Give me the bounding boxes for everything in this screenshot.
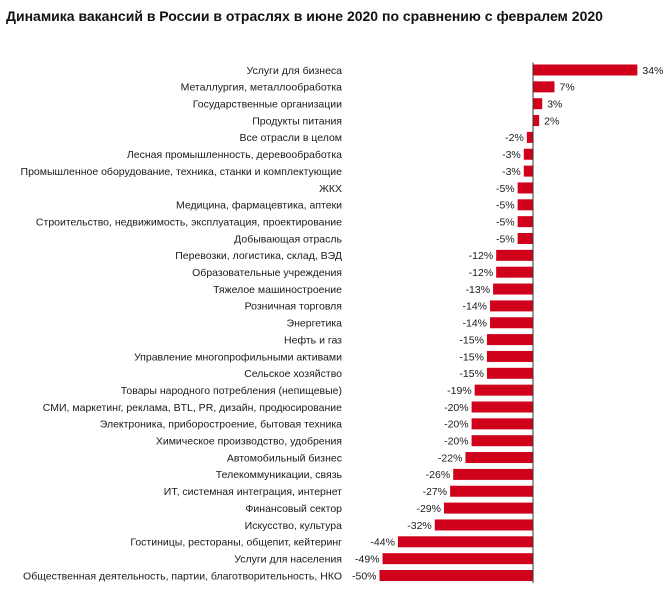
value-label: -20%: [444, 419, 469, 431]
bar: [471, 418, 533, 430]
value-label: -50%: [352, 570, 377, 582]
category-label: Медицина, фармацевтика, аптеки: [176, 200, 342, 212]
category-label: Товары народного потребления (непищевые): [121, 385, 342, 397]
value-label: -49%: [355, 553, 380, 565]
category-label: Государственные организации: [193, 99, 342, 111]
bar: [382, 553, 533, 565]
bar: [465, 452, 533, 464]
value-label: -5%: [496, 233, 515, 245]
bar: [474, 384, 533, 396]
value-label: -13%: [466, 284, 491, 296]
value-label: -5%: [496, 200, 515, 212]
bar: [443, 502, 533, 514]
category-label: Розничная торговля: [245, 301, 342, 313]
bar: [496, 266, 533, 278]
category-label: Тяжелое машиностроение: [213, 284, 342, 296]
value-label: -26%: [426, 469, 451, 481]
value-label: -20%: [444, 402, 469, 414]
value-label: -44%: [370, 537, 395, 549]
bar: [523, 148, 533, 160]
category-label: Управление многопрофильными активами: [134, 351, 342, 363]
category-label: Металлургия, металлообработка: [181, 82, 343, 94]
value-label: -5%: [496, 216, 515, 228]
category-label: Нефть и газ: [284, 334, 342, 346]
category-label: Услуги для бизнеса: [247, 65, 343, 77]
value-label: -15%: [459, 368, 484, 380]
category-label: Химическое производство, удобрения: [156, 436, 342, 448]
category-label: Перевозки, логистика, склад, ВЭД: [175, 250, 342, 262]
bar: [523, 165, 533, 177]
value-label: 34%: [642, 65, 663, 77]
category-label: Добывающая отрасль: [234, 233, 342, 245]
value-label: -27%: [423, 486, 448, 498]
value-label: 3%: [547, 99, 562, 111]
category-label: Образовательные учреждения: [192, 267, 342, 279]
bar: [397, 536, 533, 548]
value-label: -32%: [407, 520, 432, 532]
bar: [517, 233, 533, 244]
bar: [533, 98, 543, 110]
category-label: Услуги для населения: [234, 553, 342, 565]
value-label: -3%: [502, 149, 521, 161]
category-label: ЖКХ: [319, 183, 342, 195]
bar: [486, 367, 533, 379]
bar: [517, 216, 533, 228]
value-label: -12%: [469, 250, 494, 262]
category-label: Общественная деятельность, партии, благо…: [23, 570, 342, 582]
category-label: Промышленное оборудование, техника, стан…: [21, 166, 343, 178]
category-label: СМИ, маркетинг, реклама, BTL, PR, дизайн…: [43, 402, 342, 414]
category-label: ИТ, системная интеграция, интернет: [164, 486, 342, 498]
value-label: -3%: [502, 166, 521, 178]
category-label: Электроника, приборостроение, бытовая те…: [100, 419, 342, 431]
value-label: -29%: [416, 503, 441, 515]
bar: [496, 249, 533, 261]
value-label: -5%: [496, 183, 515, 195]
category-label: Сельское хозяйство: [244, 368, 342, 380]
value-label: -19%: [447, 385, 472, 397]
bar: [533, 64, 638, 76]
bar: [517, 199, 533, 211]
bar: [434, 519, 533, 531]
bar: [533, 115, 540, 127]
bar: [526, 131, 533, 143]
bar: [471, 435, 533, 447]
bar: [493, 283, 533, 295]
category-label: Энергетика: [287, 318, 343, 330]
bar: [486, 350, 533, 362]
bar: [490, 300, 533, 312]
bar: [517, 182, 533, 194]
bar: [450, 485, 533, 497]
value-label: -14%: [463, 318, 488, 330]
bar: [490, 317, 533, 329]
value-label: 7%: [559, 82, 574, 94]
bar: [471, 401, 533, 413]
bar: [486, 334, 533, 346]
value-label: -15%: [459, 351, 484, 363]
category-label: Продукты питания: [252, 115, 342, 127]
value-label: -12%: [469, 267, 494, 279]
value-label: -15%: [459, 334, 484, 346]
value-label: -14%: [463, 301, 488, 313]
category-label: Гостиницы, рестораны, общепит, кейтеринг: [130, 537, 342, 549]
category-label: Искусство, культура: [245, 520, 342, 532]
category-label: Лесная промышленность, деревообработка: [127, 149, 342, 161]
value-label: -20%: [444, 436, 469, 448]
value-label: 2%: [544, 115, 559, 127]
category-label: Строительство, недвижимость, эксплуатаци…: [36, 216, 342, 228]
chart-title: Динамика вакансий в России в отраслях в …: [6, 8, 603, 24]
bar: [533, 81, 555, 93]
value-label: -2%: [505, 132, 524, 144]
category-label: Автомобильный бизнес: [227, 452, 342, 464]
value-label: -22%: [438, 452, 463, 464]
category-label: Все отрасли в целом: [240, 132, 342, 144]
bar: [453, 468, 533, 480]
category-label: Телекоммуникации, связь: [216, 469, 343, 481]
bar: [379, 570, 533, 581]
bars-group: Услуги для бизнеса 34% Металлургия, металл…: [21, 64, 663, 582]
category-label: Финансовый сектор: [245, 503, 342, 515]
